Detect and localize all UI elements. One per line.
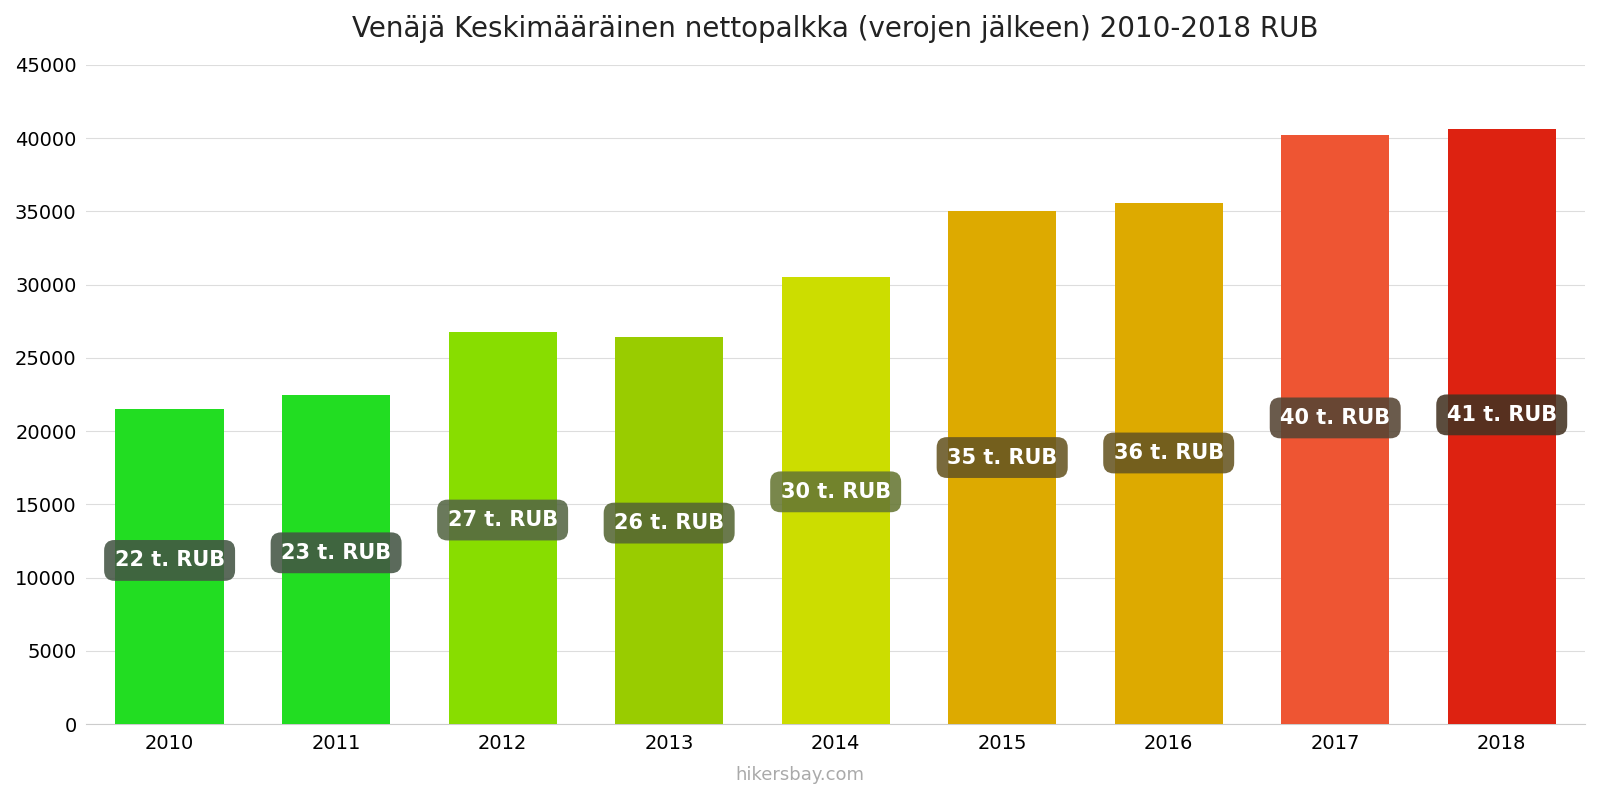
Bar [1115,202,1222,724]
Text: hikersbay.com: hikersbay.com [736,766,864,784]
Bar [448,331,557,724]
Text: 27 t. RUB: 27 t. RUB [448,510,558,530]
Bar [781,278,890,724]
Text: 41 t. RUB: 41 t. RUB [1446,405,1557,425]
Bar [1448,130,1555,724]
Text: 40 t. RUB: 40 t. RUB [1280,408,1390,428]
Text: 35 t. RUB: 35 t. RUB [947,447,1058,467]
Bar [282,394,390,724]
Bar [1282,135,1389,724]
Text: 22 t. RUB: 22 t. RUB [115,550,224,570]
Bar [614,338,723,724]
Text: 23 t. RUB: 23 t. RUB [282,543,390,563]
Title: Venäjä Keskimääräinen nettopalkka (verojen jälkeen) 2010-2018 RUB: Venäjä Keskimääräinen nettopalkka (veroj… [352,15,1318,43]
Text: 36 t. RUB: 36 t. RUB [1114,443,1224,463]
Bar [949,211,1056,724]
Text: 30 t. RUB: 30 t. RUB [781,482,891,502]
Text: 26 t. RUB: 26 t. RUB [614,513,725,533]
Bar [115,409,224,724]
